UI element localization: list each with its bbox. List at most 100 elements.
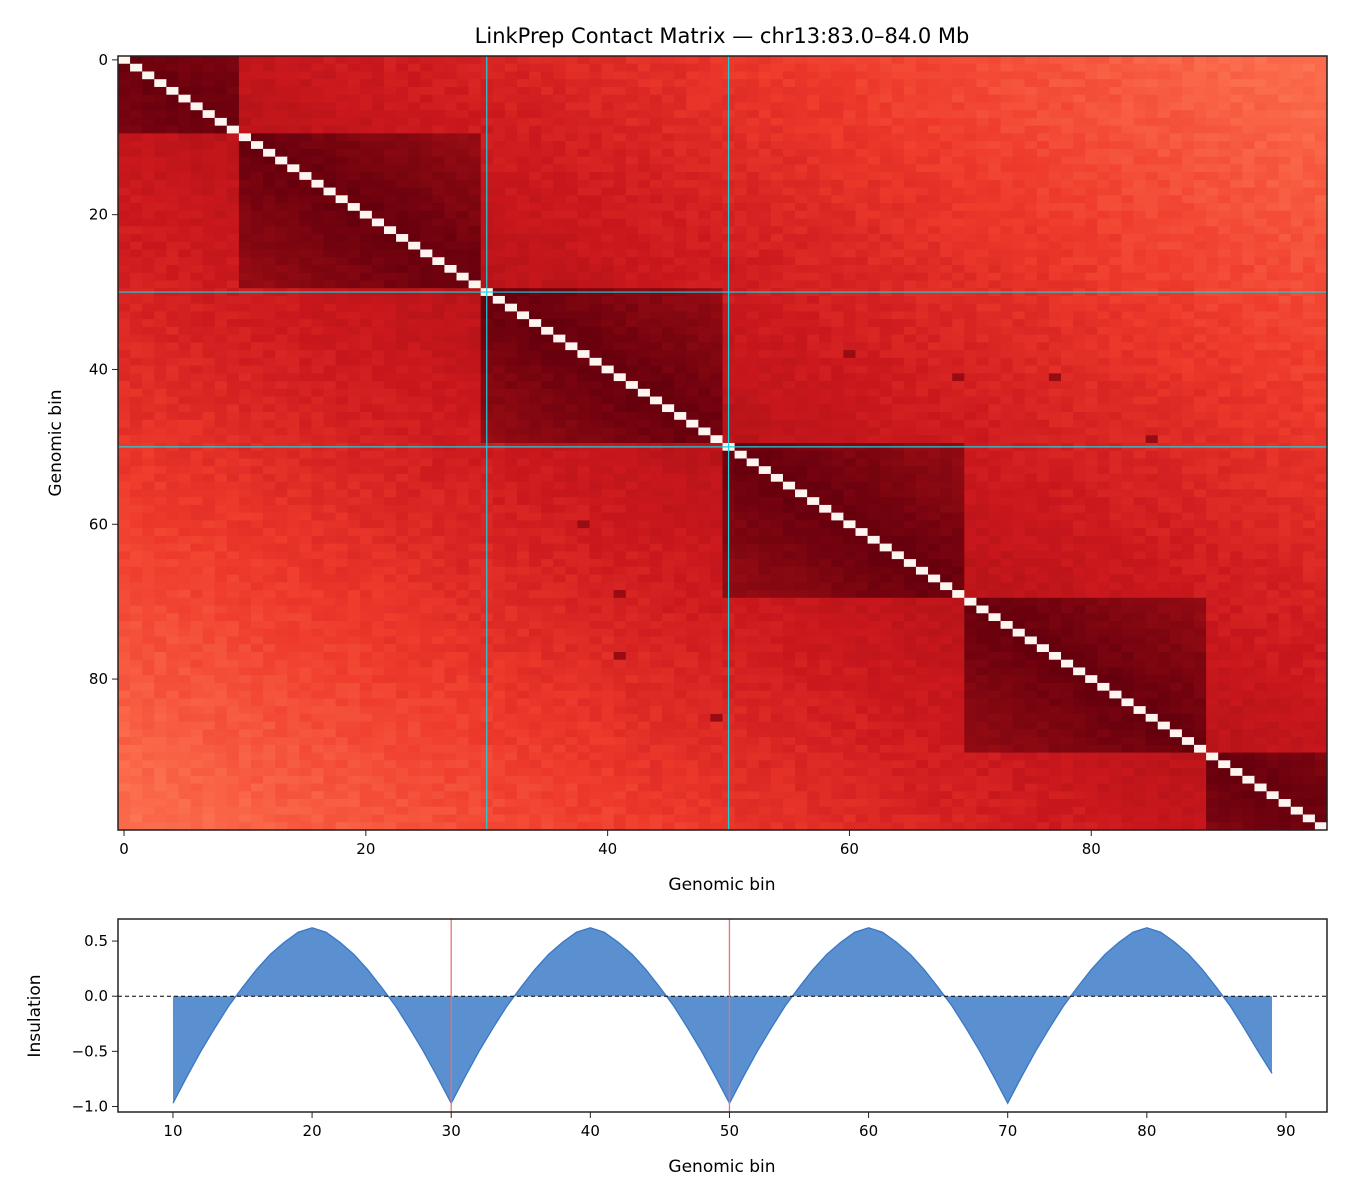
heatmap-cell [492,319,506,328]
heatmap-cell [1181,63,1195,73]
heatmap-cell [214,334,228,343]
heatmap-cell [492,350,506,359]
heatmap-cell [770,319,784,328]
heatmap-cell [843,319,857,328]
heatmap-cell [1036,179,1050,189]
heatmap-cell [311,365,325,374]
heatmap-cell [1218,187,1231,196]
heatmap-cell [420,280,433,289]
heatmap-cell [1097,412,1110,421]
heatmap-cell [940,141,953,150]
heatmap-cell [843,311,857,320]
heatmap-cell [831,334,844,343]
heatmap-cell [734,272,748,282]
heatmap-cell [226,280,240,289]
heatmap-cell [964,249,977,258]
heatmap-cell [674,56,687,65]
heatmap-cell [915,86,929,96]
heatmap-cell [1048,218,1062,227]
heatmap-cell [613,388,627,398]
heatmap-cell [214,350,228,359]
heatmap-cell [903,357,917,367]
heatmap-cell [347,396,361,405]
heatmap-cell [940,172,953,181]
heatmap-cell [347,234,361,243]
heatmap-cell [795,218,808,227]
heatmap-cell [420,210,433,220]
heatmap-cell [408,295,421,305]
heatmap-cell [577,79,591,88]
heatmap-cell [130,264,143,274]
heatmap-cell [879,342,893,351]
heatmap-cell [553,303,566,313]
heatmap-cell [130,141,143,150]
heatmap-cell [855,226,869,235]
heatmap-cell [1157,435,1171,444]
heatmap-cell [516,117,530,127]
heatmap-cell [1278,427,1292,436]
heatmap-cell [553,71,566,80]
heatmap-cell [1157,334,1171,343]
heatmap-cell [311,179,325,189]
heatmap-cell [287,249,300,258]
heatmap-cell [1230,334,1243,343]
heatmap-cell [698,71,712,80]
heatmap-cell [250,79,264,88]
heatmap-cell [589,350,603,359]
heatmap-cell [1169,280,1183,289]
heatmap-cell [891,125,905,134]
heatmap-cell [613,94,627,104]
heatmap-cell [1302,365,1316,374]
heatmap-cell [662,133,675,142]
heatmap-cell [1218,172,1231,181]
heatmap-cell [1290,79,1304,88]
heatmap-cell [891,195,905,204]
heatmap-cell [299,226,313,235]
heatmap-cell [202,187,216,196]
heatmap-cell [867,203,881,212]
heatmap-cell [589,319,603,328]
heatmap-cell [891,435,905,444]
heatmap-cell [1036,133,1050,142]
heatmap-cell [662,326,675,336]
heatmap-cell [504,373,518,382]
heatmap-cell [758,94,772,104]
heatmap-cell [782,373,796,382]
heatmap-cell [698,63,712,73]
heatmap-cell [516,94,530,104]
heatmap-cell [444,156,458,165]
heatmap-cell [226,303,240,313]
heatmap-cell [432,117,446,127]
heatmap-cell [238,435,252,444]
heatmap-cell [553,272,566,282]
heatmap-cell [770,280,784,289]
heatmap-cell [565,249,579,258]
heatmap-cell [976,350,990,359]
heatmap-cell [396,412,409,421]
heatmap-cell [915,102,929,111]
heatmap-cell [529,195,542,204]
heatmap-cell [1012,412,1026,421]
heatmap-cell [1242,303,1256,313]
heatmap-cell [202,71,216,80]
heatmap-cell [1085,388,1098,398]
heatmap-cell [214,264,228,274]
heatmap-cell [130,94,143,104]
heatmap-cell [746,412,760,421]
heatmap-cell [190,164,204,173]
heatmap-cell [1169,63,1183,73]
heatmap-cell [1012,203,1026,212]
heatmap-cell [867,319,881,328]
heatmap-cell [202,388,216,398]
heatmap-cell [1085,334,1098,343]
heatmap-cell [323,94,337,104]
heatmap-cell [988,257,1002,266]
heatmap-cell [190,280,204,289]
heatmap-cell [468,419,482,429]
heatmap-cell [142,133,155,142]
heatmap-cell [250,218,264,227]
heatmap-cell [1290,234,1304,243]
heatmap-cell [637,117,651,127]
heatmap-cell [408,435,421,444]
heatmap-cell [1254,373,1268,382]
